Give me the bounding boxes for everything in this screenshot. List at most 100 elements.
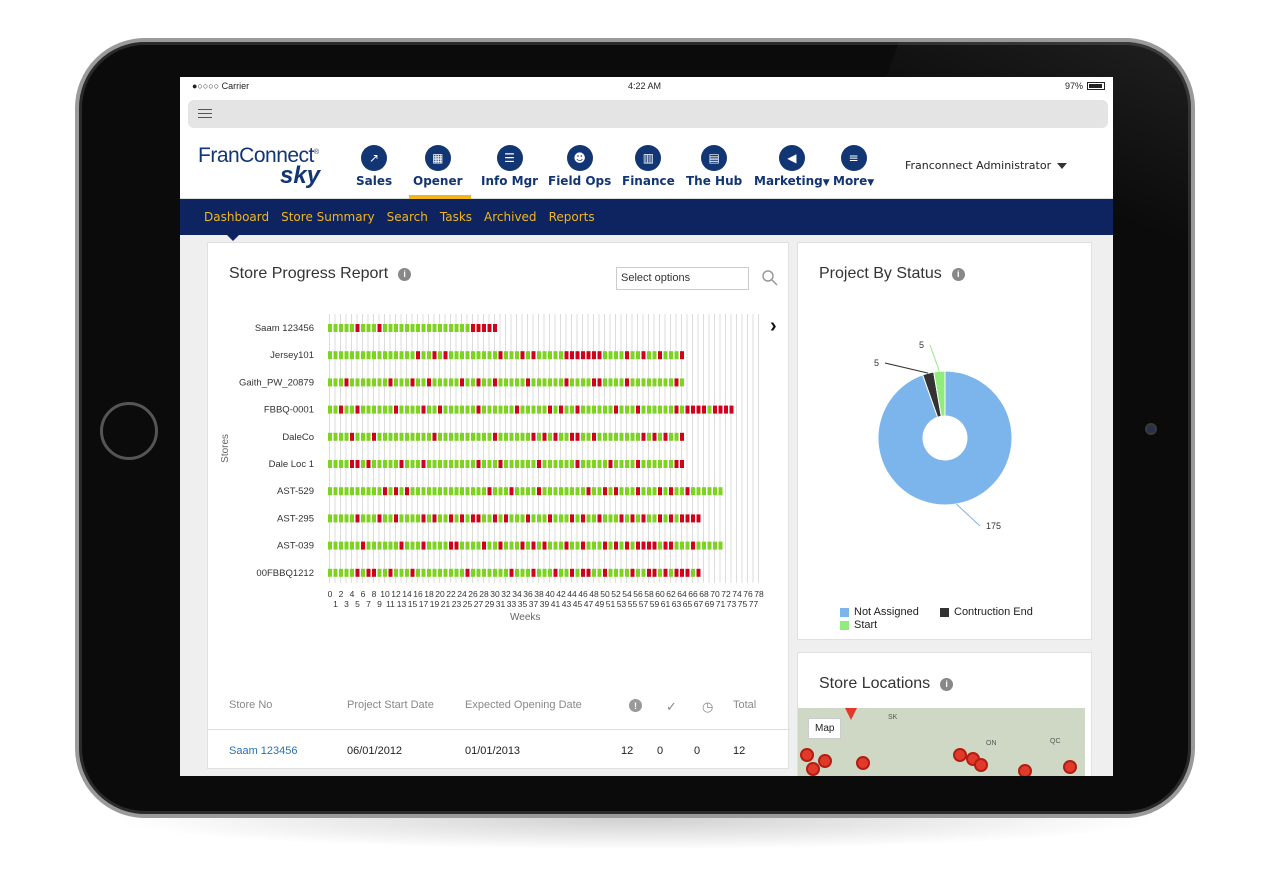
week-cell[interactable] [581, 378, 585, 387]
week-cell[interactable] [405, 324, 409, 332]
week-cell[interactable] [388, 460, 393, 468]
week-cell[interactable] [427, 378, 431, 387]
week-cell[interactable] [399, 378, 404, 387]
week-cell[interactable] [553, 460, 558, 468]
week-cell[interactable] [713, 405, 717, 414]
week-cell[interactable] [361, 541, 365, 550]
week-cell[interactable] [658, 460, 662, 468]
week-cell[interactable] [641, 405, 646, 414]
week-cell[interactable] [702, 541, 706, 550]
week-cell[interactable] [570, 378, 574, 387]
week-cell[interactable] [421, 460, 426, 468]
week-cell[interactable] [355, 378, 360, 387]
week-cell[interactable] [377, 487, 382, 496]
week-cell[interactable] [498, 405, 503, 414]
week-cell[interactable] [399, 324, 404, 332]
week-cell[interactable] [355, 324, 360, 332]
week-cell[interactable] [586, 378, 591, 387]
week-cell[interactable] [608, 514, 613, 523]
week-cell[interactable] [405, 405, 409, 414]
week-cell[interactable] [493, 405, 497, 414]
week-cell[interactable] [405, 541, 409, 550]
week-cell[interactable] [388, 405, 393, 414]
col-project-start[interactable]: Project Start Date [347, 699, 434, 711]
week-cell[interactable] [630, 432, 635, 441]
week-cell[interactable] [355, 460, 360, 468]
week-cell[interactable] [454, 432, 459, 441]
week-cell[interactable] [498, 514, 503, 523]
week-cell[interactable] [476, 514, 481, 523]
week-cell[interactable] [394, 405, 398, 414]
week-cell[interactable] [570, 432, 574, 441]
week-cell[interactable] [680, 514, 684, 523]
week-cell[interactable] [333, 351, 338, 360]
week-cell[interactable] [350, 324, 354, 332]
week-cell[interactable] [438, 460, 442, 468]
week-cell[interactable] [460, 405, 464, 414]
week-cell[interactable] [476, 568, 481, 577]
week-cell[interactable] [432, 487, 437, 496]
week-cell[interactable] [603, 514, 607, 523]
week-cell[interactable] [652, 432, 657, 441]
week-cell[interactable] [421, 541, 426, 550]
week-cell[interactable] [641, 541, 646, 550]
week-cell[interactable] [388, 378, 393, 387]
week-cell[interactable] [328, 568, 332, 577]
week-cell[interactable] [647, 568, 651, 577]
week-cell[interactable] [427, 324, 431, 332]
map-pin[interactable] [800, 748, 814, 762]
week-cell[interactable] [443, 432, 448, 441]
week-cell[interactable] [542, 378, 547, 387]
week-cell[interactable] [394, 351, 398, 360]
week-cell[interactable] [680, 487, 684, 496]
week-cell[interactable] [597, 568, 602, 577]
week-cell[interactable] [394, 432, 398, 441]
week-cell[interactable] [388, 432, 393, 441]
week-cell[interactable] [394, 324, 398, 332]
select-options-dropdown[interactable]: Select options [616, 267, 749, 290]
week-cell[interactable] [537, 568, 541, 577]
week-cell[interactable] [603, 568, 607, 577]
week-cell[interactable] [586, 514, 591, 523]
week-cell[interactable] [625, 432, 629, 441]
map-pin[interactable] [1063, 760, 1077, 774]
week-cell[interactable] [542, 487, 547, 496]
week-cell[interactable] [449, 405, 453, 414]
week-cell[interactable] [328, 487, 332, 496]
sub-nav-search[interactable]: Search [386, 210, 428, 224]
week-cell[interactable] [377, 568, 382, 577]
map-pin[interactable] [818, 754, 832, 768]
week-cell[interactable] [344, 324, 349, 332]
week-cell[interactable] [564, 487, 569, 496]
week-cell[interactable] [526, 432, 530, 441]
week-cell[interactable] [625, 405, 629, 414]
week-cell[interactable] [438, 541, 442, 550]
week-cell[interactable] [504, 487, 508, 496]
row-store-no-link[interactable]: Saam 123456 [229, 745, 298, 757]
week-cell[interactable] [636, 514, 640, 523]
week-cell[interactable] [570, 514, 574, 523]
week-cell[interactable] [438, 405, 442, 414]
week-cell[interactable] [482, 324, 486, 332]
week-cell[interactable] [559, 432, 563, 441]
week-cell[interactable] [482, 405, 486, 414]
week-cell[interactable] [328, 405, 332, 414]
week-cell[interactable] [339, 568, 343, 577]
week-cell[interactable] [416, 568, 420, 577]
week-cell[interactable] [630, 378, 635, 387]
week-cell[interactable] [674, 351, 679, 360]
week-cell[interactable] [564, 460, 569, 468]
week-cell[interactable] [531, 568, 536, 577]
week-cell[interactable] [454, 324, 459, 332]
store-map[interactable]: Map SK ON QC [798, 708, 1085, 776]
week-cell[interactable] [361, 351, 365, 360]
week-cell[interactable] [449, 378, 453, 387]
week-cell[interactable] [454, 541, 459, 550]
week-cell[interactable] [685, 568, 690, 577]
week-cell[interactable] [619, 514, 624, 523]
week-cell[interactable] [372, 514, 376, 523]
week-cell[interactable] [718, 487, 723, 496]
week-cell[interactable] [454, 351, 459, 360]
week-cell[interactable] [339, 541, 343, 550]
week-cell[interactable] [460, 432, 464, 441]
